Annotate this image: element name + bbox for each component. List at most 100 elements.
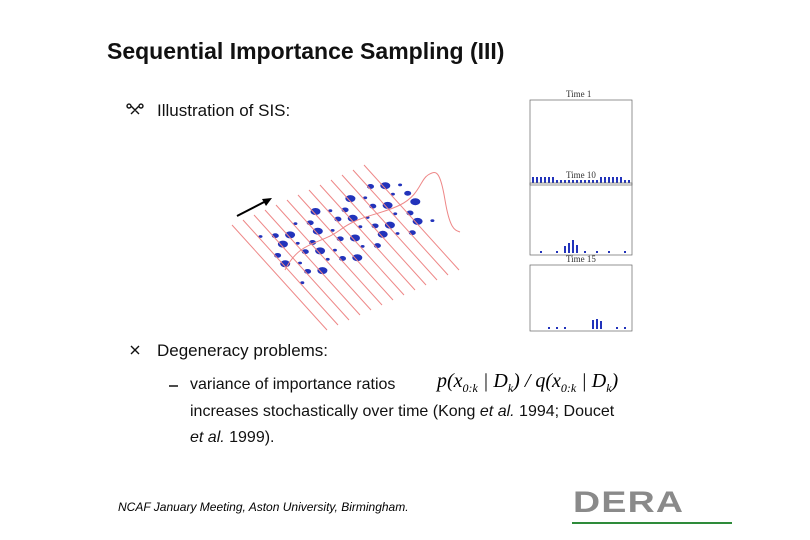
sub-bullet: variance of importance ratios bbox=[190, 376, 396, 393]
plot-title: Time 1 bbox=[566, 89, 592, 99]
slice-line bbox=[242, 219, 339, 326]
hist-bar bbox=[544, 177, 546, 183]
logo: DERA bbox=[573, 486, 685, 519]
hist-bar bbox=[600, 321, 602, 329]
formula-part: ) / q(x bbox=[513, 370, 561, 392]
hist-bar bbox=[592, 180, 594, 183]
hist-bar bbox=[608, 251, 610, 253]
particle bbox=[350, 234, 360, 242]
hist-bar bbox=[624, 180, 626, 183]
slice-line bbox=[297, 194, 394, 301]
hist-bar bbox=[540, 177, 542, 183]
text-line: et al. 1999). bbox=[190, 429, 275, 447]
particle bbox=[258, 235, 263, 238]
particle bbox=[360, 245, 365, 248]
particle bbox=[382, 201, 393, 209]
particle bbox=[328, 209, 333, 213]
particle bbox=[312, 227, 323, 235]
particle bbox=[315, 247, 326, 255]
hist-bar bbox=[612, 177, 614, 183]
hist-bar bbox=[540, 251, 542, 253]
slice-line bbox=[352, 169, 449, 276]
hist-bar bbox=[604, 177, 606, 183]
particle bbox=[390, 192, 395, 196]
hist-bar bbox=[564, 180, 566, 183]
particle bbox=[410, 198, 421, 206]
text-run: et al. bbox=[190, 429, 225, 446]
formula-part: k bbox=[606, 381, 612, 395]
particle bbox=[395, 232, 400, 235]
slide-title: Sequential Importance Sampling (III) bbox=[107, 38, 505, 64]
particle bbox=[330, 229, 335, 232]
particle bbox=[325, 257, 330, 261]
particle bbox=[363, 196, 368, 200]
footer: NCAF January Meeting, Aston University, … bbox=[118, 500, 409, 514]
bullet-icon bbox=[130, 345, 140, 355]
plot-title: Time 10 bbox=[566, 170, 596, 180]
plot-frame bbox=[529, 264, 633, 332]
text-run: increases stochastically over time (Kong bbox=[190, 403, 480, 420]
hist-bar bbox=[592, 320, 594, 329]
hist-bar bbox=[616, 177, 618, 183]
hist-bar bbox=[572, 240, 574, 253]
particle-illustration bbox=[231, 164, 461, 331]
hist-bar bbox=[572, 180, 574, 183]
particle bbox=[347, 214, 358, 222]
hist-bar bbox=[620, 177, 622, 183]
particle bbox=[398, 183, 403, 187]
particle bbox=[285, 231, 296, 239]
particle bbox=[384, 221, 395, 229]
hist-bar bbox=[576, 245, 578, 253]
slice-line bbox=[286, 199, 383, 306]
particle bbox=[317, 267, 328, 275]
plot-title: Time 15 bbox=[566, 254, 596, 264]
text-run: et al. bbox=[479, 403, 515, 420]
arrow bbox=[236, 198, 272, 217]
bullet: Degeneracy problems: bbox=[157, 341, 329, 360]
formula-part: | D bbox=[477, 370, 508, 392]
particle bbox=[412, 217, 423, 225]
hist-bar bbox=[608, 177, 610, 183]
formula-part: k bbox=[507, 381, 514, 395]
particle bbox=[300, 281, 305, 285]
slice-line bbox=[319, 184, 416, 291]
particle bbox=[277, 240, 288, 248]
histogram-panels bbox=[529, 99, 633, 332]
hist-bar bbox=[556, 327, 558, 329]
hist-bar bbox=[628, 180, 630, 183]
particle bbox=[404, 190, 412, 196]
hist-bar bbox=[584, 180, 586, 183]
formula-part: p(x bbox=[437, 370, 463, 392]
hist-bar bbox=[600, 177, 602, 183]
plot-frame bbox=[529, 182, 633, 256]
slice-line bbox=[341, 174, 438, 281]
particle bbox=[332, 248, 337, 252]
bullet-icon bbox=[126, 103, 144, 115]
hist-bar bbox=[548, 177, 550, 183]
particle bbox=[377, 230, 388, 238]
text-run: 1994; Doucet bbox=[514, 403, 615, 420]
slice-line bbox=[275, 204, 372, 311]
hist-bar bbox=[532, 177, 534, 183]
particle bbox=[358, 225, 363, 229]
particle bbox=[380, 182, 391, 190]
formula-part: ) bbox=[611, 370, 619, 392]
hist-bar bbox=[552, 177, 554, 183]
formula-part: | D bbox=[576, 370, 607, 392]
particle bbox=[393, 212, 398, 216]
slice-line bbox=[330, 179, 427, 286]
hist-bar bbox=[536, 177, 538, 183]
hist-bar bbox=[564, 327, 566, 329]
slice-line bbox=[231, 224, 328, 331]
density-curve bbox=[284, 172, 461, 271]
particle bbox=[298, 261, 302, 265]
hist-bar bbox=[568, 243, 570, 253]
plot-frame bbox=[529, 99, 633, 186]
hist-bar bbox=[564, 246, 566, 253]
particle bbox=[430, 219, 435, 223]
hist-bar bbox=[616, 327, 618, 329]
slice-line bbox=[264, 209, 361, 316]
formula-part: 0:k bbox=[462, 381, 478, 395]
hist-bar bbox=[556, 251, 558, 253]
